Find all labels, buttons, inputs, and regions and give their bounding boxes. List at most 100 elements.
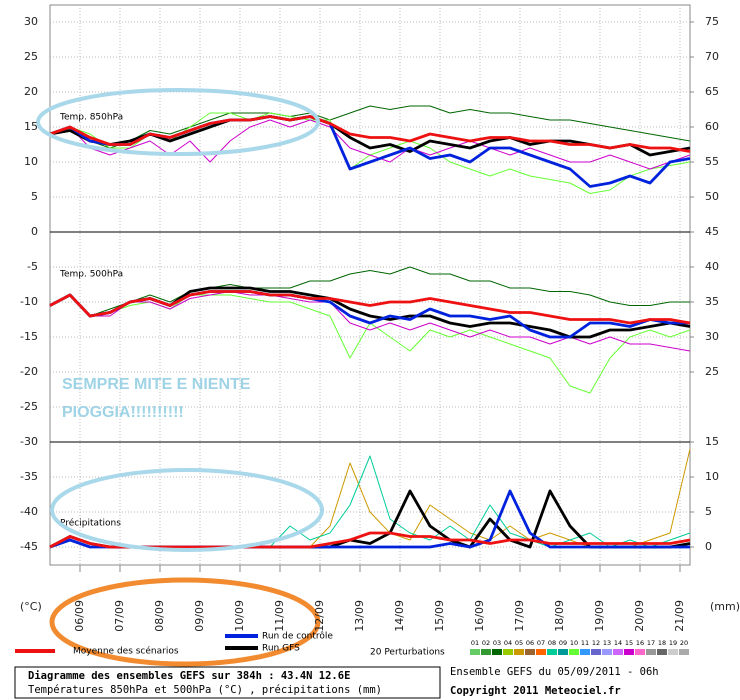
legend-label: 20 Perturbations (370, 648, 445, 658)
perturbation-number: 03 (493, 639, 501, 647)
y2-tick-label: 40 (705, 260, 719, 273)
x-tick-label: 10/09 (233, 600, 246, 632)
perturbation-number: 12 (592, 639, 600, 647)
perturbation-swatch (558, 649, 568, 655)
y-tick-label: -10 (20, 295, 38, 308)
series-line (49, 119, 691, 170)
y-tick-label: 10 (24, 155, 38, 168)
annotation: PIOGGIA!!!!!!!!!! (62, 404, 184, 421)
y2-tick-label: 35 (705, 295, 719, 308)
series-line (49, 290, 691, 325)
x-tick-label: 21/09 (673, 600, 686, 632)
perturbation-swatch (602, 649, 612, 655)
perturbation-number: 16 (636, 639, 644, 647)
perturbation-number: 04 (504, 639, 512, 647)
footer-title: Diagramme des ensembles GEFS sur 384h : … (28, 670, 350, 682)
y-tick-label: 5 (31, 190, 38, 203)
y-tick-label: 15 (24, 120, 38, 133)
y2-tick-label: 60 (705, 120, 719, 133)
x-tick-label: 08/09 (153, 600, 166, 632)
panel-label: Temp. 850hPa (59, 113, 123, 123)
series-line (49, 531, 691, 549)
x-tick-label: 17/09 (513, 600, 526, 632)
x-tick-label: 11/09 (273, 600, 286, 632)
x-tick-label: 16/09 (473, 600, 486, 632)
perturbation-number: 19 (669, 639, 677, 647)
y2-tick-label: 0 (705, 540, 712, 553)
footer-subtitle: Températures 850hPa et 500hPa (°C) , pré… (28, 684, 382, 696)
perturbation-number: 06 (526, 639, 534, 647)
y-tick-label: 0 (31, 225, 38, 238)
perturbation-number: 15 (625, 639, 633, 647)
series-line (49, 266, 690, 317)
y2-tick-label: 25 (705, 365, 719, 378)
y-tick-label: -20 (20, 365, 38, 378)
perturbation-swatch (569, 649, 579, 655)
perturbation-swatch (492, 649, 502, 655)
series-line (49, 105, 691, 149)
highlight-ellipse (36, 88, 320, 156)
y-tick-label: -5 (27, 260, 38, 273)
perturbation-number: 01 (471, 639, 479, 647)
perturbation-number: 13 (603, 639, 611, 647)
y-axis-unit: (°C) (20, 600, 42, 613)
perturbation-swatch (470, 649, 480, 655)
perturbation-swatch (657, 649, 667, 655)
y2-tick-label: 30 (705, 330, 719, 343)
y2-tick-label: 5 (705, 505, 712, 518)
legend-label: Run de contrôle (262, 631, 333, 642)
perturbation-number: 14 (614, 639, 622, 647)
x-tick-label: 12/09 (313, 600, 326, 632)
x-tick-label: 06/09 (73, 600, 86, 632)
run-label: Ensemble GEFS du 05/09/2011 - 06h (450, 666, 659, 678)
y-tick-label: -40 (20, 505, 38, 518)
footer-box (14, 666, 441, 699)
perturbation-number: 02 (482, 639, 490, 647)
perturbation-swatch (679, 649, 689, 655)
y2-tick-label: 70 (705, 50, 719, 63)
y2-tick-label: 50 (705, 190, 719, 203)
perturbation-number: 20 (680, 639, 688, 647)
legend-label: Moyenne des scénarios (73, 646, 179, 657)
perturbation-swatch (547, 649, 557, 655)
perturbation-swatch (481, 649, 491, 655)
perturbation-swatch (525, 649, 535, 655)
y-tick-label: 20 (24, 85, 38, 98)
y-tick-label: 30 (24, 15, 38, 28)
y2-tick-label: 10 (705, 470, 719, 483)
perturbation-number: 11 (581, 639, 589, 647)
x-tick-label: 19/09 (593, 600, 606, 632)
perturbation-number: 08 (548, 639, 556, 647)
perturbation-swatch (536, 649, 546, 655)
perturbation-legend: 01 02 03 04 05 06 07 08 09 10 11 12 13 14 15 16 17 18 19 20 (470, 639, 689, 655)
perturbation-swatch (635, 649, 645, 655)
y-tick-label: 25 (24, 50, 38, 63)
highlight-ellipse (49, 577, 321, 667)
y-tick-label: -30 (20, 435, 38, 448)
perturbation-number: 10 (570, 639, 578, 647)
perturbation-swatch (503, 649, 513, 655)
series-line (49, 115, 691, 153)
perturbation-number: 07 (537, 639, 545, 647)
perturbation-number: 18 (658, 639, 666, 647)
perturbation-number: 09 (559, 639, 567, 647)
perturbation-swatch (646, 649, 656, 655)
y-tick-label: -25 (20, 400, 38, 413)
y2-tick-label: 45 (705, 225, 719, 238)
x-tick-label: 14/09 (393, 600, 406, 632)
highlight-ellipse (50, 468, 324, 552)
series-line (49, 291, 691, 352)
x-tick-label: 18/09 (553, 600, 566, 632)
perturbation-swatch (591, 649, 601, 655)
x-tick-label: 20/09 (633, 600, 646, 632)
y2-tick-label: 55 (705, 155, 719, 168)
annotation: SEMPRE MITE E NIENTE (62, 376, 251, 393)
perturbation-swatch (580, 649, 590, 655)
y2-tick-label: 75 (705, 15, 719, 28)
perturbation-swatch (624, 649, 634, 655)
y-tick-label: -15 (20, 330, 38, 343)
grid (50, 5, 694, 572)
y2-tick-label: 15 (705, 435, 719, 448)
